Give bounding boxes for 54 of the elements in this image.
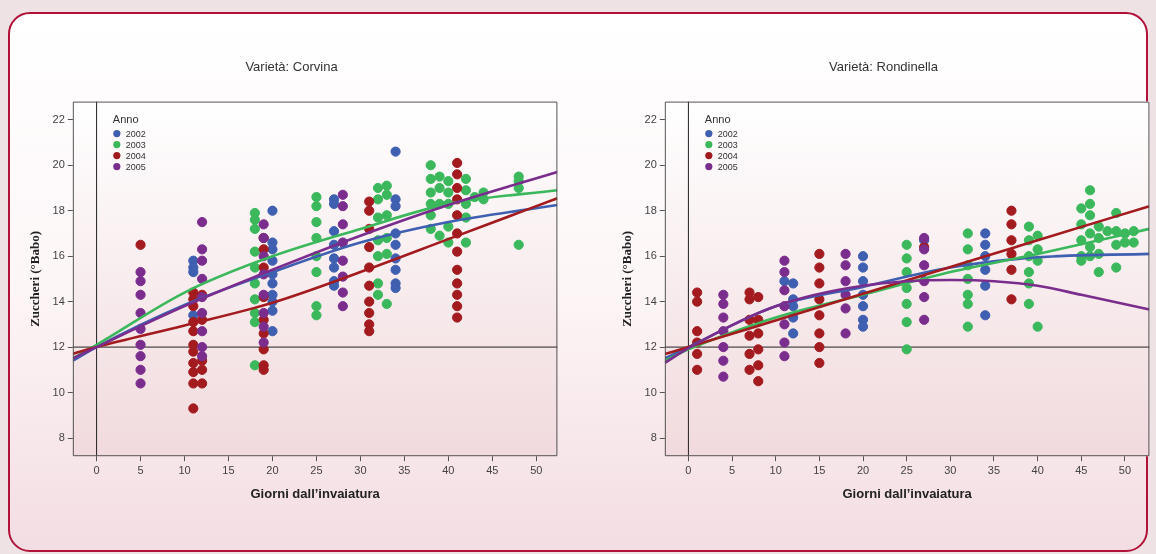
x-axis-title: Giorni dall’invaiatura [250,485,381,501]
x-tick-label: 45 [1075,463,1088,476]
x-tick-label: 10 [769,463,782,476]
y-tick-label: 10 [644,385,657,398]
y-tick-label: 20 [644,158,657,171]
chart-title: Varietà: Rondinella [829,59,939,75]
legend-label: 2002 [125,128,146,139]
y-tick-label: 18 [52,203,65,216]
y-tick-label: 14 [644,294,657,307]
y-tick-label: 22 [52,112,65,125]
legend-label: 2005 [125,161,146,172]
x-tick-label: 35 [987,463,1001,476]
x-tick-label: 20 [266,463,279,476]
y-axis-title: Zuccheri (°Babo) [619,230,635,327]
y-tick-label: 22 [644,112,657,125]
x-tick-label: 35 [398,463,411,476]
legend-label: 2002 [717,128,738,139]
y-tick-label: 16 [52,249,65,262]
x-tick-label: 40 [442,463,455,476]
y-tick-label: 14 [52,294,65,307]
y-tick-label: 12 [644,340,657,353]
legend-label: 2004 [717,150,738,161]
x-tick-label: 50 [530,463,543,476]
y-tick-label: 16 [644,249,657,262]
chart-title: Varietà: Corvina [245,59,339,75]
x-tick-label: 5 [729,463,736,476]
x-tick-label: 0 [685,463,692,476]
legend-label: 2003 [125,139,146,150]
x-axis-title: Giorni dall’invaiatura [842,485,973,501]
legend-label: 2005 [717,161,738,172]
x-tick-label: 40 [1031,463,1044,476]
x-tick-label: 15 [222,463,235,476]
x-tick-label: 30 [354,463,367,476]
y-tick-label: 8 [650,431,657,444]
legend-label: 2003 [717,139,738,150]
legend-title: Anno [112,112,139,125]
y-tick-label: 18 [644,203,657,216]
y-tick-label: 10 [52,385,65,398]
x-tick-label: 30 [944,463,957,476]
y-tick-label: 12 [52,340,65,353]
x-tick-label: 20 [856,463,870,476]
y-tick-label: 8 [58,431,65,444]
x-tick-label: 45 [486,463,499,476]
x-tick-label: 10 [178,463,191,476]
x-tick-label: 50 [1118,463,1132,476]
legend-title: Anno [704,112,731,125]
x-tick-label: 15 [813,463,826,476]
x-tick-label: 5 [137,463,144,476]
legend-label: 2004 [125,150,146,161]
y-tick-label: 20 [52,158,65,171]
x-tick-label: 25 [310,463,323,476]
x-tick-label: 25 [900,463,913,476]
x-tick-label: 0 [93,463,100,476]
y-axis-title: Zuccheri (°Babo) [27,230,43,327]
